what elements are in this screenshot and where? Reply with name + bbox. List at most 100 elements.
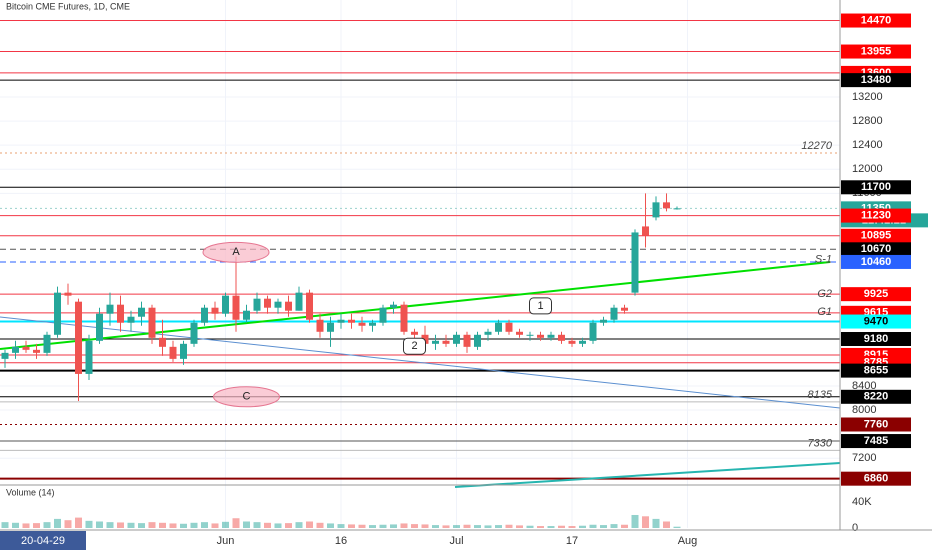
candle-body	[253, 298, 261, 311]
volume-bar	[526, 525, 534, 528]
cursor-date: 20-04-29	[21, 535, 65, 547]
candle-body	[75, 301, 82, 374]
x-tick-label: Jun	[217, 535, 235, 547]
level-label-box	[841, 13, 911, 28]
y-tick-label: 7200	[852, 452, 876, 464]
candle-body	[222, 295, 229, 314]
line-label: G2	[817, 288, 832, 300]
volume-bar	[169, 523, 177, 528]
volume-bar	[159, 522, 166, 528]
level-label-box	[841, 208, 911, 223]
marker-label: A	[232, 246, 240, 258]
volume-bar	[432, 525, 439, 528]
level-label: 6860	[864, 473, 888, 485]
candle-body	[621, 307, 628, 311]
level-label: 14470	[861, 14, 892, 26]
candle-body	[54, 292, 61, 335]
candle-body	[558, 334, 565, 341]
candle-body	[642, 226, 649, 236]
candle-body	[306, 292, 313, 320]
candle-body	[85, 340, 93, 374]
volume-bar	[537, 526, 544, 528]
labels: Jun 16 Jul 17 Aug 12270 8135 7330 S-1 G2 G1 A C 1 2 144…	[202, 13, 928, 547]
volume-bar	[663, 521, 670, 528]
level-label: 11230	[861, 209, 891, 221]
candle-body	[631, 232, 639, 293]
level-label: 7485	[864, 435, 888, 447]
candle-body	[138, 307, 145, 317]
volume-bar	[600, 525, 607, 528]
level-label: 13480	[861, 74, 892, 86]
volume-bar	[358, 524, 366, 528]
volume-bar	[411, 524, 418, 528]
candle-body	[264, 298, 271, 308]
y-tick-label: 13200	[852, 91, 883, 103]
volume-bar	[579, 525, 586, 528]
volume-bar	[421, 524, 429, 528]
volume-bar	[610, 524, 618, 528]
x-tick-label: 16	[335, 535, 347, 547]
candle-body	[337, 319, 345, 323]
level-label: 8655	[864, 365, 888, 377]
volume-bar	[253, 522, 261, 528]
marker-ellipse	[202, 241, 270, 263]
volume-bar	[558, 525, 565, 528]
y-tick-label: 12400	[852, 139, 883, 151]
volume-bar	[64, 520, 72, 528]
volume-bar	[106, 522, 114, 528]
candle-body	[285, 301, 292, 311]
trendline	[454, 462, 841, 488]
marker-ellipse	[213, 386, 280, 408]
level-label-box	[841, 180, 911, 195]
volume-bar	[127, 522, 135, 528]
candle-body	[190, 322, 198, 344]
level-label-box	[841, 389, 911, 404]
candle-body	[600, 319, 607, 323]
volume-bar	[96, 521, 103, 528]
level-label-box	[841, 287, 911, 302]
x-tick-label: 17	[566, 535, 578, 547]
candle-body	[106, 304, 114, 314]
volume-bar	[12, 522, 19, 528]
volume-bar	[652, 518, 660, 528]
candle-body	[201, 307, 208, 323]
candle-body	[442, 340, 450, 344]
candle-body	[12, 346, 19, 353]
candle-body	[589, 322, 597, 341]
candle-body	[358, 322, 366, 326]
volume-bar	[474, 525, 481, 528]
volume-bar	[75, 517, 82, 528]
volume-bar	[306, 521, 313, 528]
volume-bar	[243, 521, 250, 528]
line-label: S-1	[815, 253, 832, 265]
volume-bar	[222, 521, 229, 528]
line-value-label: 8135	[808, 389, 833, 401]
volume-bar	[295, 522, 303, 528]
volume-bar	[43, 522, 51, 528]
volume-bar	[180, 523, 187, 528]
candle-body	[379, 307, 387, 323]
volume-tick-label: 0	[852, 522, 858, 534]
volume-bar	[589, 524, 597, 528]
level-label: 11700	[861, 181, 891, 193]
volume-bar	[148, 522, 156, 528]
volume-bar	[1, 522, 9, 528]
candle-body	[148, 307, 156, 338]
level-label-box	[841, 471, 911, 486]
candle-body	[369, 322, 376, 326]
volume-bar	[547, 526, 555, 528]
trendlines	[0, 261, 841, 488]
candle-body	[610, 307, 618, 320]
volume-bar	[117, 522, 124, 528]
volume-bar	[390, 524, 397, 528]
candle-body	[663, 202, 670, 209]
volume-bar	[316, 522, 324, 528]
trendline	[0, 316, 841, 409]
y-tick-label: 12000	[852, 163, 883, 175]
candle-body	[348, 319, 355, 323]
candle-body	[537, 334, 544, 338]
level-label-box	[841, 228, 911, 243]
level-label-box	[841, 314, 911, 329]
volume-bar	[631, 514, 639, 528]
level-label-box	[841, 242, 911, 257]
